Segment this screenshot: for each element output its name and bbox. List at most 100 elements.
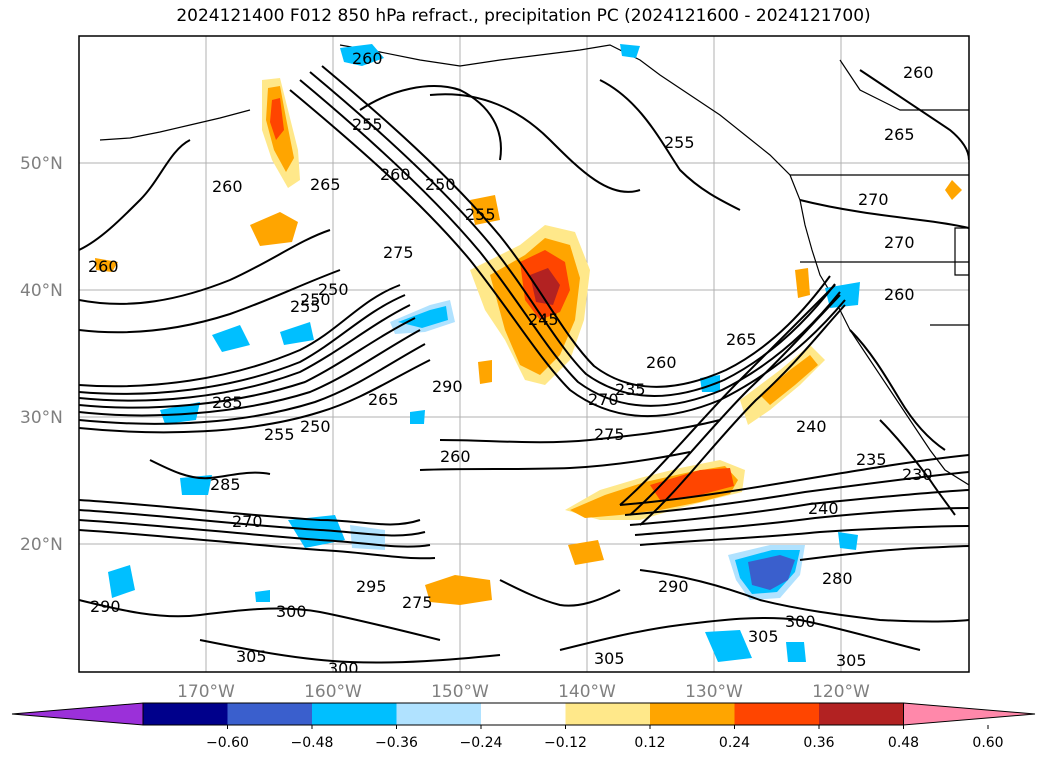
precip-patch (212, 325, 250, 352)
colorbar-tick-label: −0.60 (206, 735, 249, 751)
map-title: 2024121400 F012 850 hPa refract., precip… (176, 6, 871, 26)
colorbar-tick-label: 0.12 (634, 735, 665, 751)
lat-label: 20°N (20, 535, 63, 555)
lon-label: 170°W (177, 682, 235, 702)
contour-label: 275 (383, 243, 414, 262)
contour-label: 250 (318, 280, 349, 299)
precip-patch (620, 44, 640, 58)
map-frame (78, 35, 970, 673)
contour-label: 270 (884, 233, 915, 252)
precip-patch (95, 258, 118, 272)
contour-label: 260 (884, 285, 915, 304)
contour-label: 245 (528, 310, 559, 329)
contour-label: 250 (425, 175, 456, 194)
contour-label: 260 (380, 165, 411, 184)
colorbar-segment (734, 703, 819, 725)
precip-patch (350, 525, 385, 550)
contour-label: 265 (726, 330, 757, 349)
contour-label: 290 (658, 577, 689, 596)
lon-label: 120°W (812, 682, 870, 702)
precip-patch (568, 540, 604, 565)
map-area: 260 255 260 265 260 250 255 275 260 245 … (79, 36, 969, 672)
contour-label: 230 (902, 465, 933, 484)
precip-patch (108, 565, 135, 598)
colorbar-tick-label: 0.48 (888, 735, 919, 751)
precip-patch (398, 306, 448, 328)
contour-label: 250 (300, 417, 331, 436)
contour-label: 300 (785, 612, 816, 631)
colorbar-segment (819, 703, 904, 725)
contour-label: 275 (594, 425, 625, 444)
precip-patch (650, 468, 734, 500)
colorbar-frame (142, 702, 904, 726)
precip-patch (410, 410, 425, 424)
precip-patch (795, 268, 810, 298)
precip-patch (786, 642, 806, 662)
precip-patch (160, 402, 200, 424)
contour-label: 290 (90, 597, 121, 616)
contour-label: 305 (836, 651, 867, 670)
colorbar-tick-label: −0.36 (375, 735, 418, 751)
contour-label: 280 (822, 569, 853, 588)
contour-label: 235 (856, 450, 887, 469)
contour-label: 260 (212, 177, 243, 196)
contour-label: 240 (808, 499, 839, 518)
precip-patch (180, 475, 212, 495)
colorbar-tick-label: 0.60 (972, 735, 1003, 751)
contour-label: 255 (290, 297, 321, 316)
colorbar-extend-high (903, 702, 1036, 726)
contour-label: 305 (594, 649, 625, 668)
precip-patch (478, 360, 492, 384)
colorbar-segment (312, 703, 397, 725)
contour-label: 260 (903, 63, 934, 82)
latitude-labels: 50°N 40°N 30°N 20°N (20, 154, 63, 555)
longitude-labels: 170°W 160°W 150°W 140°W 130°W 120°W (177, 682, 870, 702)
precip-patch (470, 195, 500, 225)
colorbar-tick-label: −0.24 (460, 735, 503, 751)
contour-label: 265 (368, 390, 399, 409)
precip-patch (270, 98, 284, 140)
refractivity-contours (79, 65, 969, 664)
contour-label: 260 (352, 49, 383, 68)
precip-patch (705, 630, 752, 662)
lat-label: 40°N (20, 281, 63, 301)
contour-label: 285 (212, 393, 243, 412)
contour-label: 260 (88, 257, 119, 276)
precip-patch (945, 180, 962, 200)
contour-label: 270 (232, 512, 263, 531)
precip-patch (530, 268, 560, 305)
precip-patch (425, 575, 492, 605)
colorbar-extend-low (11, 702, 144, 726)
lat-label: 50°N (20, 154, 63, 174)
precip-patch (748, 555, 795, 590)
colorbar-segment (650, 703, 735, 725)
contour-label: 260 (646, 353, 677, 372)
colorbar: −0.60 −0.48 −0.36 −0.24 −0.12 0.12 0.24 0.36 0.4… (11, 702, 1036, 751)
colorbar-segment (227, 703, 312, 725)
colorbar-segment (143, 703, 228, 725)
lon-label: 140°W (558, 682, 616, 702)
lat-label: 30°N (20, 408, 63, 428)
contour-label: 275 (402, 593, 433, 612)
colorbar-tick-label: 0.24 (719, 735, 750, 751)
precip-patch (280, 322, 314, 345)
precip-patch (838, 532, 858, 550)
contour-label: 255 (264, 425, 295, 444)
contour-label: 295 (356, 577, 387, 596)
precip-patch (760, 355, 818, 405)
precip-cool-shading (108, 44, 860, 662)
lon-label: 150°W (431, 682, 489, 702)
contour-label: 270 (588, 390, 619, 409)
lon-label: 160°W (304, 682, 362, 702)
colorbar-segment (396, 703, 481, 725)
contour-label: 265 (884, 125, 915, 144)
contour-label: 255 (352, 115, 383, 134)
contour-labels: 260 255 260 265 260 250 255 275 260 245 … (88, 49, 934, 672)
colorbar-segment (481, 703, 566, 725)
contour-label: 290 (432, 377, 463, 396)
contour-label: 305 (748, 627, 779, 646)
lon-label: 130°W (685, 682, 743, 702)
contour-label: 240 (796, 417, 827, 436)
precip-patch (250, 212, 298, 246)
colorbar-segment (565, 703, 650, 725)
